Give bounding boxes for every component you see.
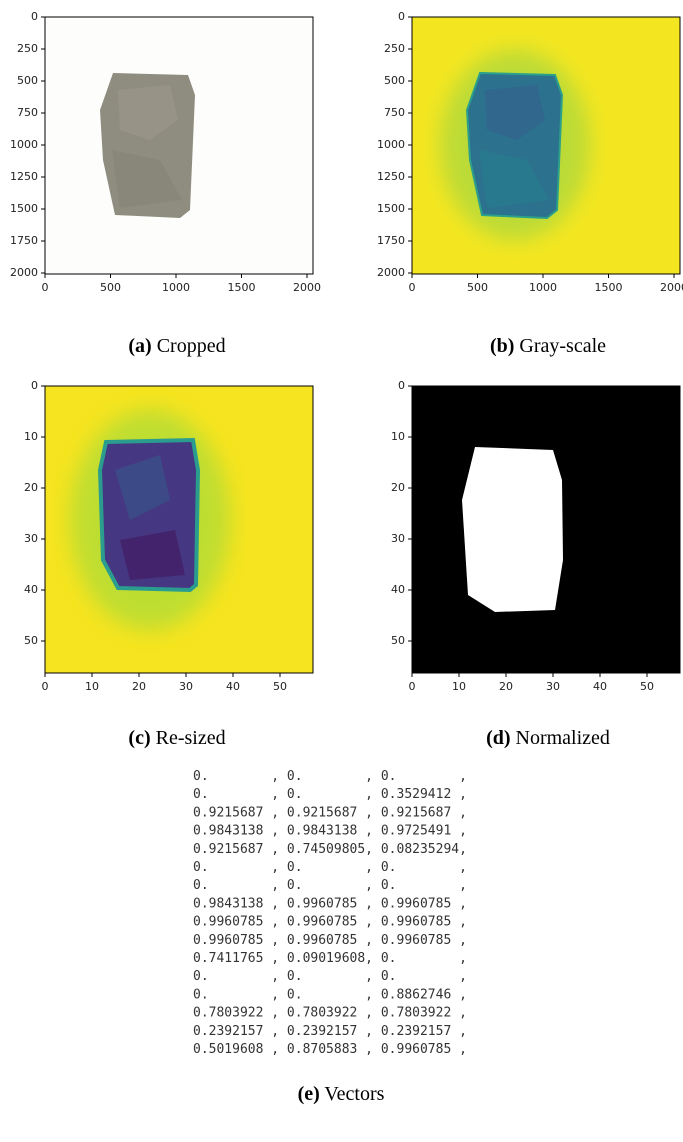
vector-row: 0. , 0. , 0. , — [193, 878, 467, 893]
caption: (d) Normalized — [486, 727, 610, 749]
caption: (b) Gray-scale — [490, 335, 606, 357]
x-tick-label: 30 — [546, 680, 560, 693]
y-tick-label: 1750 — [377, 234, 405, 247]
vector-row: 0. , 0. , 0. , — [193, 860, 467, 875]
y-tick-label: 2000 — [10, 266, 38, 279]
x-tick-label: 10 — [452, 680, 466, 693]
vector-row: 0.9960785 , 0.9960785 , 0.9960785 , — [193, 933, 467, 948]
y-tick-label: 750 — [17, 106, 38, 119]
page: {"panels": [ {"label": "(a)", "caption":… — [0, 0, 683, 1142]
x-tick-label: 50 — [640, 680, 654, 693]
vector-row: 0.2392157 , 0.2392157 , 0.2392157 , — [193, 1024, 467, 1039]
caption-text: Gray-scale — [519, 335, 606, 357]
figure: 0500100015002000025050075010001250150017… — [0, 0, 683, 1142]
y-tick-label: 30 — [391, 532, 405, 545]
x-tick-label: 0 — [42, 680, 49, 693]
y-tick-label: 40 — [391, 583, 405, 596]
caption-text: Normalized — [516, 727, 610, 749]
x-tick-label: 1500 — [595, 281, 623, 294]
caption-label: (c) — [128, 727, 150, 749]
x-tick-label: 1000 — [162, 281, 190, 294]
y-tick-label: 250 — [384, 42, 405, 55]
x-tick-label: 2000 — [660, 281, 683, 294]
y-tick-label: 1500 — [10, 202, 38, 215]
vector-row: 0.9843138 , 0.9843138 , 0.9725491 , — [193, 824, 467, 839]
y-tick-label: 20 — [391, 481, 405, 494]
x-tick-label: 1500 — [228, 281, 256, 294]
vector-row: 0.7411765 , 0.09019608, 0. , — [193, 951, 467, 966]
y-tick-label: 500 — [17, 74, 38, 87]
y-tick-label: 1250 — [377, 170, 405, 183]
y-tick-label: 40 — [24, 583, 38, 596]
x-tick-label: 50 — [273, 680, 287, 693]
vector-row: 0.9215687 , 0.9215687 , 0.9215687 , — [193, 805, 467, 820]
x-tick-label: 20 — [132, 680, 146, 693]
x-tick-label: 40 — [593, 680, 607, 693]
y-tick-label: 1250 — [10, 170, 38, 183]
caption-text: Re-sized — [156, 727, 226, 749]
vector-row: 0.9960785 , 0.9960785 , 0.9960785 , — [193, 915, 467, 930]
y-tick-label: 10 — [24, 430, 38, 443]
caption-text: Vectors — [324, 1083, 384, 1105]
y-tick-label: 20 — [24, 481, 38, 494]
x-tick-label: 500 — [100, 281, 121, 294]
x-tick-label: 30 — [179, 680, 193, 693]
vector-row: 0. , 0. , 0. , — [193, 969, 467, 984]
y-tick-label: 0 — [31, 379, 38, 392]
y-tick-label: 50 — [24, 634, 38, 647]
vector-row: 0. , 0. , 0. , — [193, 769, 467, 784]
y-tick-label: 0 — [398, 379, 405, 392]
y-tick-label: 1000 — [377, 138, 405, 151]
vector-row: 0. , 0. , 0.8862746 , — [193, 987, 467, 1002]
y-tick-label: 1500 — [377, 202, 405, 215]
caption: (a) Cropped — [128, 335, 225, 357]
y-tick-label: 500 — [384, 74, 405, 87]
caption-label: (b) — [490, 335, 514, 357]
y-tick-label: 30 — [24, 532, 38, 545]
caption: (e) Vectors — [298, 1083, 385, 1105]
x-tick-label: 0 — [409, 680, 416, 693]
caption-label: (d) — [486, 727, 510, 749]
y-tick-label: 0 — [398, 10, 405, 23]
y-tick-label: 1000 — [10, 138, 38, 151]
vector-row: 0.9215687 , 0.74509805, 0.08235294, — [193, 842, 467, 857]
x-tick-label: 2000 — [293, 281, 321, 294]
x-tick-label: 20 — [499, 680, 513, 693]
caption-label: (a) — [128, 335, 151, 357]
y-tick-label: 2000 — [377, 266, 405, 279]
y-tick-label: 50 — [391, 634, 405, 647]
y-tick-label: 1750 — [10, 234, 38, 247]
image-grayscale — [412, 17, 680, 274]
y-tick-label: 250 — [17, 42, 38, 55]
caption-text: Cropped — [157, 335, 226, 357]
y-tick-label: 10 — [391, 430, 405, 443]
y-tick-label: 750 — [384, 106, 405, 119]
image-resized — [45, 386, 313, 673]
x-tick-label: 40 — [226, 680, 240, 693]
image-cropped — [45, 17, 313, 274]
y-tick-label: 0 — [31, 10, 38, 23]
x-tick-label: 1000 — [529, 281, 557, 294]
image-normalized — [412, 386, 680, 673]
vector-row: 0.9843138 , 0.9960785 , 0.9960785 , — [193, 896, 467, 911]
vector-row: 0. , 0. , 0.3529412 , — [193, 787, 467, 802]
vector-row: 0.5019608 , 0.8705883 , 0.9960785 , — [193, 1042, 467, 1057]
x-tick-label: 0 — [409, 281, 416, 294]
caption-label: (e) — [298, 1083, 320, 1105]
vector-row: 0.7803922 , 0.7803922 , 0.7803922 , — [193, 1006, 467, 1021]
x-tick-label: 500 — [467, 281, 488, 294]
x-tick-label: 10 — [85, 680, 99, 693]
x-tick-label: 0 — [42, 281, 49, 294]
caption: (c) Re-sized — [128, 727, 225, 749]
